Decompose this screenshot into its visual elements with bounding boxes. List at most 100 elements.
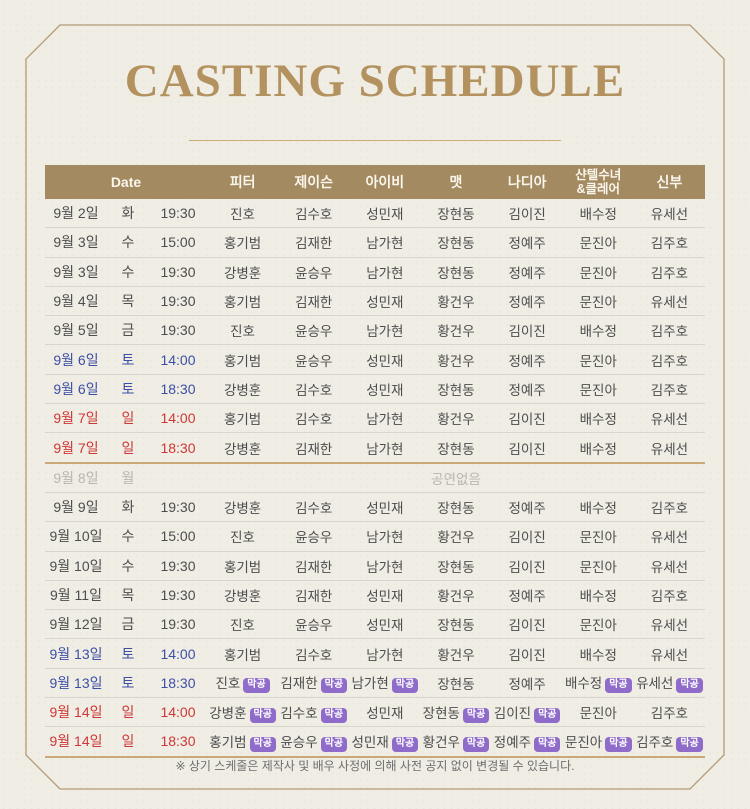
cast-name: 홍기범 [223,647,262,663]
cast-cell: 윤승우 [278,262,349,282]
cast-name: 김주호 [636,734,674,750]
cast-name: 황건우 [437,412,475,428]
final-show-badge: 막공 [462,736,490,752]
cast-cell: 김주호 [634,232,705,252]
cast-name: 남가현 [366,441,404,457]
cast-cell: 김주호 [634,497,705,517]
title-divider [189,140,561,141]
cast-name: 유세선 [650,207,689,223]
cast-cell: 성민재 [349,702,420,722]
cast-name: 황건우 [437,647,475,663]
cast-cell: 김주호 [634,262,705,282]
date-cell: 9월 2일 [53,205,99,222]
cast-name: 황건우 [437,324,475,340]
cast-name: 장현동 [437,441,475,457]
cast-name: 김재한 [295,441,333,457]
cast-name: 배수정 [579,647,617,663]
day-cell: 수 [121,557,135,574]
cast-cell: 정예주 [492,585,563,605]
cast-cell: 성민재 [349,497,420,517]
schedule-row: 9월 6일 토 18:30 강병훈 김수호 성민재 장현동 정예주 문진아 김주호 [45,373,705,403]
cast-cell: 김주호 [634,379,705,399]
cast-cell: 문진아 [563,614,634,634]
cast-name: 정예주 [508,353,546,369]
cast-cell: 남가현 [349,644,420,664]
cast-cell: 성민재 [349,350,420,370]
schedule-row: 9월 8일 월 공연없음 [45,461,705,492]
cast-cell: 유세선 막공 [634,672,705,694]
cast-name: 홍기범 [209,734,247,750]
cast-name: 김수호 [280,705,318,721]
final-show-badge: 막공 [391,678,419,694]
time-cell: 18:30 [160,733,196,750]
schedule-row: 9월 9일 화 19:30 강병훈 김수호 성민재 장현동 정예주 배수정 김주호 [45,491,705,521]
cast-cell: 유세선 [634,203,705,223]
cast-name: 문진아 [579,618,617,634]
cast-name: 배수정 [579,441,617,457]
cast-cell: 김이진 [492,614,563,634]
cast-name: 김이진 [508,647,546,663]
cast-cell: 황건우 막공 [420,731,491,752]
cast-cell: 배수정 [563,320,634,340]
cast-name: 장현동 [437,265,475,281]
time-cell: 14:00 [160,645,196,662]
cast-cell: 성민재 [349,291,420,311]
cast-cell: 윤승우 [278,320,349,340]
cast-name: 김수호 [295,382,333,398]
day-cell: 목 [121,293,135,310]
cast-cell: 문진아 막공 [563,731,634,752]
cast-name: 김주호 [650,236,689,252]
time-cell: 19:30 [160,205,196,222]
cast-name: 강병훈 [223,265,262,281]
cast-cell: 강병훈 막공 [207,702,278,723]
time-cell: 14:00 [160,410,196,427]
cast-cell: 김이진 [492,438,563,458]
date-cell: 9월 6일 [53,380,99,397]
cast-cell: 김주호 [634,320,705,340]
cast-cell: 김주호 막공 [634,731,705,752]
schedule-row: 9월 10일 수 15:00 진호 윤승우 남가현 황건우 김이진 문진아 유세선 [45,521,705,550]
cast-name: 김재한 [280,676,318,692]
cast-cell: 김주호 [634,350,705,370]
cast-name: 유세선 [650,559,689,575]
cast-name: 문진아 [579,706,617,722]
cast-cell: 성민재 [349,585,420,605]
cast-cell: 문진아 [563,232,634,252]
cast-name: 홍기범 [223,295,262,311]
day-cell: 일 [121,733,135,750]
cast-cell: 남가현 [349,438,420,458]
cast-cell: 황건우 [420,526,491,546]
table-body: 9월 2일 화 19:30 진호 김수호 성민재 장현동 김이진 배수정 유세선 9월 3일 수 15:… [45,199,705,758]
cast-name: 윤승우 [295,618,333,634]
time-cell: 18:30 [160,380,196,397]
cast-name: 김수호 [295,207,333,223]
cast-name: 유세선 [650,530,689,546]
cast-name: 남가현 [366,265,404,281]
cast-name: 강병훈 [223,501,262,517]
cast-cell: 남가현 [349,526,420,546]
cast-name: 윤승우 [295,265,333,281]
cast-name: 문진아 [579,265,617,281]
day-cell: 토 [121,380,135,397]
cast-cell: 남가현 [349,408,420,428]
date-cell: 9월 10일 [49,528,103,545]
time-cell: 14:00 [160,351,196,368]
cast-cell: 윤승우 막공 [278,731,349,752]
cast-cell: 김수호 [278,644,349,664]
cast-name: 김주호 [650,589,689,604]
cast-cell: 김이진 [492,556,563,576]
cast-name: 김이진 [508,207,546,223]
cast-cell: 강병훈 [207,262,278,282]
final-show-badge: 막공 [534,707,561,723]
final-show-badge: 막공 [243,678,270,694]
cast-cell: 정예주 [492,232,563,252]
cast-cell: 김수호 막공 [278,702,349,723]
cast-cell: 황건우 [420,644,491,664]
cast-column-header: 아이비 [365,174,405,190]
cast-name: 정예주 [508,382,546,398]
cast-name: 정예주 [508,501,546,517]
table-header-row: Date 피터 제이슨 아이비 맷 나디아 샨텔수녀 &클레어 신부 [45,165,705,199]
cast-name: 성민재 [366,295,404,311]
cast-cell: 김수호 [278,379,349,399]
cast-cell: 황건우 [420,585,491,605]
